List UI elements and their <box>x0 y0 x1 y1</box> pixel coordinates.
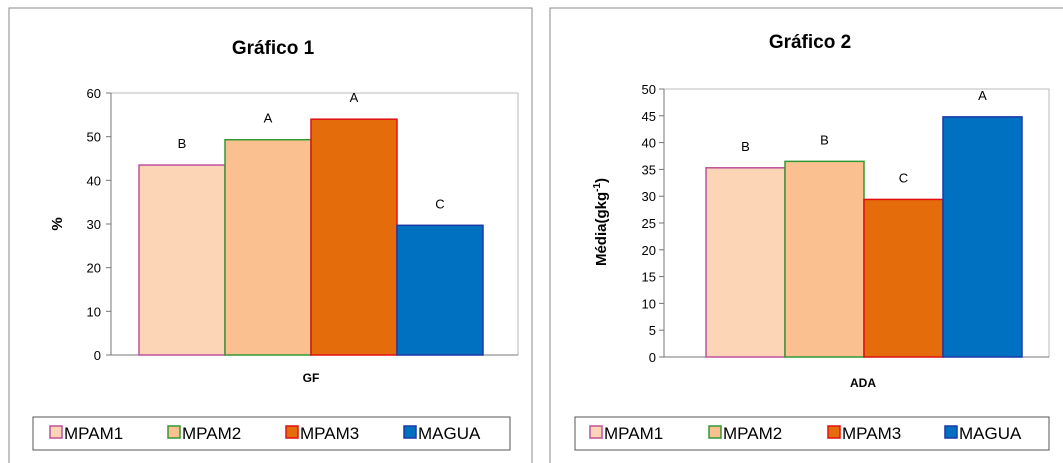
chart-2-y-axis-label: Média(gkg-1) <box>592 178 610 266</box>
chart-2-y-axis-label-main: Média(gkg <box>593 192 610 266</box>
chart-1-data-label-mpam2: A <box>264 111 273 126</box>
chart-1-y-tick-label: 0 <box>94 348 101 363</box>
chart-2-y-tick-label: 35 <box>642 162 656 177</box>
chart-1-legend-swatch-mpam1 <box>49 425 63 439</box>
chart-1-y-tick-label: 30 <box>87 217 101 232</box>
chart-1-data-label-mpam3: A <box>350 90 359 105</box>
chart-1-legend-label-magua: MAGUA <box>418 424 481 443</box>
chart-2-y-tick-label: 25 <box>642 216 656 231</box>
chart-2-title: Gráfico 2 <box>769 32 851 53</box>
chart-2-y-tick-label: 30 <box>642 189 656 204</box>
chart-2-data-label-mpam1: B <box>741 139 750 154</box>
chart-2-y-axis-label-sup: -1 <box>592 183 603 192</box>
chart-1-bar-mpam1 <box>138 164 226 356</box>
chart-1-legend-box <box>32 416 511 451</box>
chart-1-legend-swatch-mpam3 <box>285 425 299 439</box>
chart-2-y-tick-label: 45 <box>642 109 656 124</box>
chart-1-bar-mpam3 <box>310 118 398 356</box>
chart-1-y-axis-label: % <box>49 217 66 230</box>
chart-2-legend-swatch-mpam2 <box>708 425 722 439</box>
chart-1-legend-swatch-magua <box>403 425 417 439</box>
chart-1-data-label-mpam1: B <box>178 136 187 151</box>
chart-1-y-tick-label: 60 <box>87 86 101 101</box>
chart-2-y-tick-label: 40 <box>642 136 656 151</box>
chart-1-data-label-magua: C <box>435 196 444 211</box>
chart-2-y-axis-label-end: ) <box>593 178 610 183</box>
chart-1-y-tick-label: 20 <box>87 261 101 276</box>
chart-1-legend-label-mpam2: MPAM2 <box>182 424 241 443</box>
chart-2-y-tick-label: 15 <box>642 270 656 285</box>
chart-1-legend-label-mpam3: MPAM3 <box>300 424 359 443</box>
chart-2-data-label-magua: A <box>978 88 987 103</box>
chart-2-legend-label-mpam2: MPAM2 <box>723 424 782 443</box>
chart-1-legend-label-mpam1: MPAM1 <box>64 424 123 443</box>
chart-2-y-tick-label: 50 <box>642 82 656 97</box>
chart-2-legend-box <box>574 416 1050 451</box>
chart-1-legend-swatch-mpam2 <box>167 425 181 439</box>
chart-2-legend-label-magua: MAGUA <box>959 424 1022 443</box>
chart-1-y-tick-label: 10 <box>87 304 101 319</box>
chart-1-y-tick-label: 40 <box>87 173 101 188</box>
chart-2-x-axis-label: ADA <box>850 376 876 390</box>
chart-2-y-tick-label: 20 <box>642 243 656 258</box>
chart-1: Gráfico 1 0 10 20 30 40 50 60 B A A C GF % MPAM1 M… <box>8 7 533 463</box>
chart-2-legend-swatch-magua <box>944 425 958 439</box>
chart-1-bar-magua <box>396 224 484 356</box>
chart-2-legend-swatch-mpam3 <box>827 425 841 439</box>
chart-2-legend-swatch-mpam1 <box>589 425 603 439</box>
chart-2-y-tick-label: 10 <box>642 296 656 311</box>
chart-2-legend-label-mpam3: MPAM3 <box>842 424 901 443</box>
chart-1-y-tick-label: 50 <box>87 130 101 145</box>
chart-2-bar-mpam3 <box>863 198 944 358</box>
chart-2-y-tick-label: 5 <box>649 323 656 338</box>
chart-2-bar-mpam2 <box>784 160 865 358</box>
chart-2-bar-mpam1 <box>705 167 786 358</box>
chart-2-data-label-mpam3: C <box>899 170 908 185</box>
chart-1-x-axis-label: GF <box>303 371 320 385</box>
chart-2-y-tick-label: 0 <box>649 350 656 365</box>
chart-2-data-label-mpam2: B <box>820 132 829 147</box>
chart-2-legend-label-mpam1: MPAM1 <box>604 424 663 443</box>
chart-1-bar-mpam2 <box>224 138 312 356</box>
chart-1-title: Gráfico 1 <box>232 38 315 59</box>
chart-2-bar-magua <box>942 116 1023 358</box>
